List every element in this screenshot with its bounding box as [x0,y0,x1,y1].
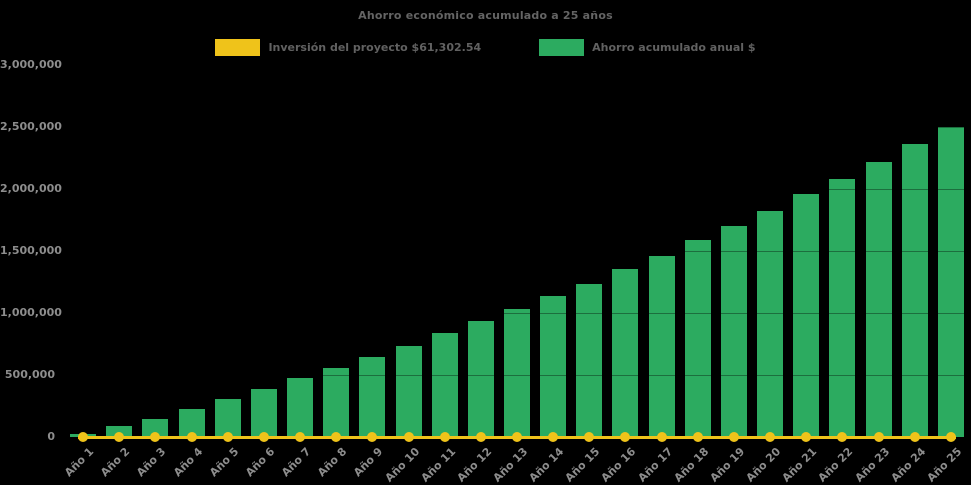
legend: Inversión del proyecto $61,302.54 Ahorro… [0,39,971,56]
bar-año-25 [937,127,964,437]
investment-line-marker [403,432,414,442]
gridline [65,127,969,128]
legend-item-savings: Ahorro acumulado anual $ [539,39,756,56]
plot-area [65,65,969,442]
y-axis-tick-label: 2,500,000 [0,120,62,133]
investment-line-marker [692,432,703,442]
y-axis-tick-label: 1,500,000 [0,244,62,257]
investment-line-marker [909,432,920,442]
bar-año-8 [323,367,350,437]
bar-año-17 [648,255,675,437]
bar-año-24 [901,144,928,437]
investment-line-marker [186,432,197,442]
investment-line-marker [728,432,739,442]
bar-año-7 [287,378,314,437]
y-axis-tick-label: 1,000,000 [0,306,62,319]
gridline [65,375,969,376]
legend-swatch-investment [215,39,261,56]
bar-año-16 [612,269,639,437]
investment-line-marker [331,432,342,442]
y-axis-tick-label: 500,000 [4,368,55,381]
investment-line-marker [222,432,233,442]
investment-line-marker [620,432,631,442]
bar-año-12 [467,320,494,437]
investment-line-marker [548,432,559,442]
investment-line-marker [258,432,269,442]
investment-line-marker [837,432,848,442]
legend-label-savings: Ahorro acumulado anual $ [592,41,756,54]
bar-año-20 [757,211,784,437]
investment-line-marker [150,432,161,442]
investment-line-marker [295,432,306,442]
legend-label-investment: Inversión del proyecto $61,302.54 [268,41,482,54]
investment-line-marker [114,432,125,442]
x-axis-tick-label: Año 1 [62,445,97,480]
bar-año-11 [431,333,458,437]
investment-line-marker [945,432,956,442]
investment-line-marker [475,432,486,442]
bar-año-14 [540,296,567,437]
gridline [65,251,969,252]
y-axis-tick-label: 2,000,000 [0,182,62,195]
gridline [65,313,969,314]
investment-line-marker [873,432,884,442]
investment-line-marker [801,432,812,442]
bar-año-19 [720,226,747,437]
bar-año-18 [684,240,711,437]
bar-año-6 [250,388,277,437]
bar-año-10 [395,346,422,437]
investment-line-marker [584,432,595,442]
investment-line-marker [439,432,450,442]
bar-año-2 [106,426,133,437]
investment-line-marker [765,432,776,442]
investment-line-marker [367,432,378,442]
bar-año-21 [793,194,820,437]
investment-line-marker [512,432,522,442]
bar-año-23 [865,161,892,437]
bar-año-9 [359,356,386,437]
bar-año-15 [576,284,603,437]
investment-line-marker [78,432,89,442]
bar-año-13 [504,309,530,437]
legend-item-investment: Inversión del proyecto $61,302.54 [215,39,481,56]
bar-año-5 [214,399,241,437]
legend-swatch-savings [539,39,585,56]
gridline [65,189,969,190]
investment-line-marker [656,432,667,442]
bar-año-22 [829,179,856,437]
y-axis-tick-label: 0 [47,430,55,443]
bar-año-3 [142,418,169,437]
chart-title: Ahorro económico acumulado a 25 años [358,9,613,22]
y-axis-tick-label: 3,000,000 [0,58,62,71]
